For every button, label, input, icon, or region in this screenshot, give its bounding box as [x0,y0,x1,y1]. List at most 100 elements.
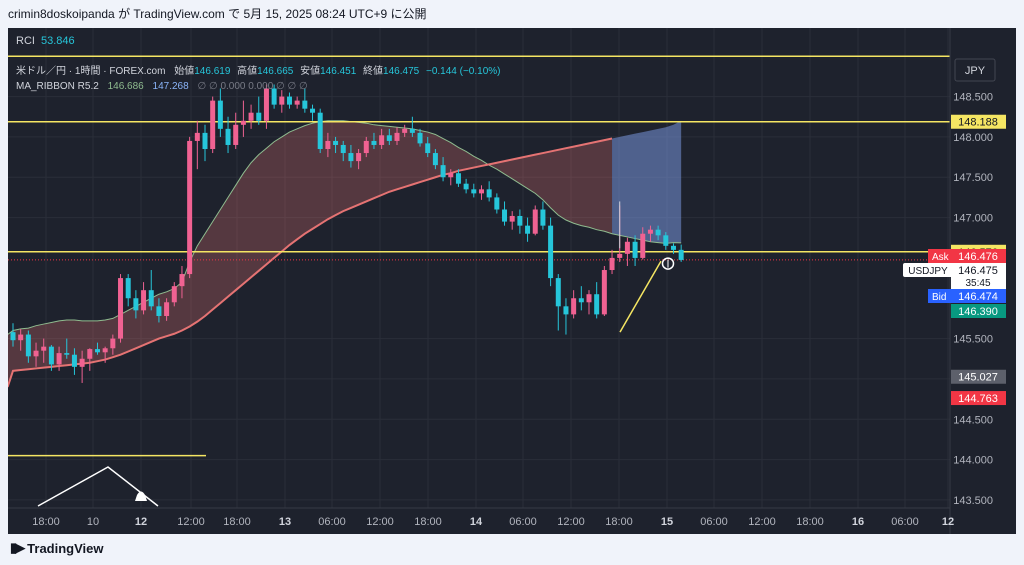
candle-body [594,294,600,315]
y-tick-label: 145.500 [953,334,993,346]
candle-body [187,140,193,275]
candle-body [578,298,584,303]
currency-label[interactable]: JPY [965,65,986,77]
symbol-tag: USDJPY [908,266,948,277]
candle-body [156,306,162,316]
candle-body [256,112,262,121]
horizontal-lines [8,55,950,457]
price-chart[interactable]: 148.500 148.000 147.500 147.000 145.500 145.0… [6,28,1016,534]
currency-button[interactable] [954,58,996,82]
x-tick-label: 18:00 [796,516,824,528]
legend-open: 146.619 [194,66,231,77]
label-144763-box [951,391,1006,406]
candle-body [525,225,531,234]
x-tick-label: 16 [852,516,864,528]
ribbon-bullish-fill [612,120,682,244]
x-tick-label: 13 [279,516,291,528]
candle-body [279,96,285,105]
candle-body [371,140,377,145]
candle-body [640,233,646,258]
candle-body [502,209,508,222]
candle-body [678,249,684,260]
candle-body [25,334,31,357]
bid-box [928,289,1006,303]
legend-line-2: MA_RIBBON R5.2 146.686 147.268 ∅ ∅ 0.000… [16,81,308,92]
candle-body [471,189,477,194]
price-axis[interactable]: 148.500148.000147.500147.000145.500145.0… [953,92,993,507]
tradingview-logo[interactable]: ▮▶ TradingView [10,540,104,556]
candle-body [494,197,500,210]
candle-body [125,278,131,299]
legend-symbol: 米ドル／円 · 1時間 · FOREX.com [16,64,165,77]
candle-body [179,274,185,287]
svg-text:MA_RIBBON R5.2 146.686: MA_RIBBON R5.2 146.686 147.268 ∅ ∅ 0.000… [16,81,308,92]
candle-body [463,183,469,190]
bell-icon [135,491,147,501]
green-value: 146.390 [958,306,998,318]
candle-body [87,349,93,359]
x-tick-label: 18:00 [223,516,251,528]
legend-high: 146.665 [257,66,294,77]
y-tick-label: 144.000 [953,455,993,467]
time-axis[interactable]: 18:00 10 12 12:00 18:00 13 06:00 12:00 18:00 14 06… [32,516,954,528]
candle-body [402,128,408,133]
candle-body [663,235,669,246]
label-145027: 145.027 [958,372,998,384]
candle-body [233,124,239,145]
candle-body [94,349,100,353]
last-price-box [951,263,1006,289]
candle-body [617,253,623,258]
candle-body [10,332,16,341]
candle-body [294,100,300,105]
candle-body [548,225,554,279]
publish-line: crimin8doskoipanda が TradingView.com で 5… [8,7,427,21]
candle-body [632,241,638,258]
candle-body [210,100,216,150]
x-tick-label: 06:00 [891,516,919,528]
candle-body [64,353,70,355]
candle-body [310,108,316,113]
candle-body [601,270,607,315]
candle-body [171,286,177,303]
candle-body [340,144,346,154]
svg-text:米ドル／円 · 1時間 · FOREX.com: 米ドル／円 · 1時間 · FOREX.com 始値146.619 高値146.… [16,64,500,77]
candle-body [102,348,108,353]
x-tick-label: 12:00 [748,516,776,528]
candle-body [363,140,369,154]
chart-container[interactable]: 148.500 148.000 147.500 147.000 145.500 145.0… [6,28,1016,534]
candle-body [647,229,653,234]
candle-body [563,306,569,315]
candle-body [217,100,223,129]
x-tick-label: 18:00 [605,516,633,528]
rci-value: 53.846 [41,35,75,47]
candle-body [110,338,116,349]
y-tick-label: 147.500 [953,172,993,184]
candle-body [263,88,269,121]
bid-label: Bid [932,292,946,303]
x-tick-label: 06:00 [509,516,537,528]
ask-value: 146.476 [958,251,998,263]
candle-body [455,173,461,184]
candle-body [417,132,423,144]
candle-body [56,353,62,365]
candle-body [271,88,277,105]
tv-logo-icon: ▮▶ [10,540,25,555]
y-tick-label: 148.000 [953,132,993,144]
candle-body [41,346,47,351]
candle-body [240,120,246,125]
candle-body [486,189,492,198]
candle-body [586,294,592,303]
x-tick-label: 12:00 [557,516,585,528]
candle-body [33,350,39,357]
y-tick-label: 143.500 [953,495,993,507]
candle-body [571,298,577,315]
legend-close: 146.475 [383,66,420,77]
x-tick-label: 10 [87,516,99,528]
bid-value: 146.474 [958,291,998,303]
candle-body [325,140,331,150]
ask-label: Ask [932,252,950,263]
last-price-value: 146.475 [958,265,998,277]
countdown: 35:45 [965,278,990,289]
candle-body [286,96,292,105]
candle-body [348,153,354,162]
